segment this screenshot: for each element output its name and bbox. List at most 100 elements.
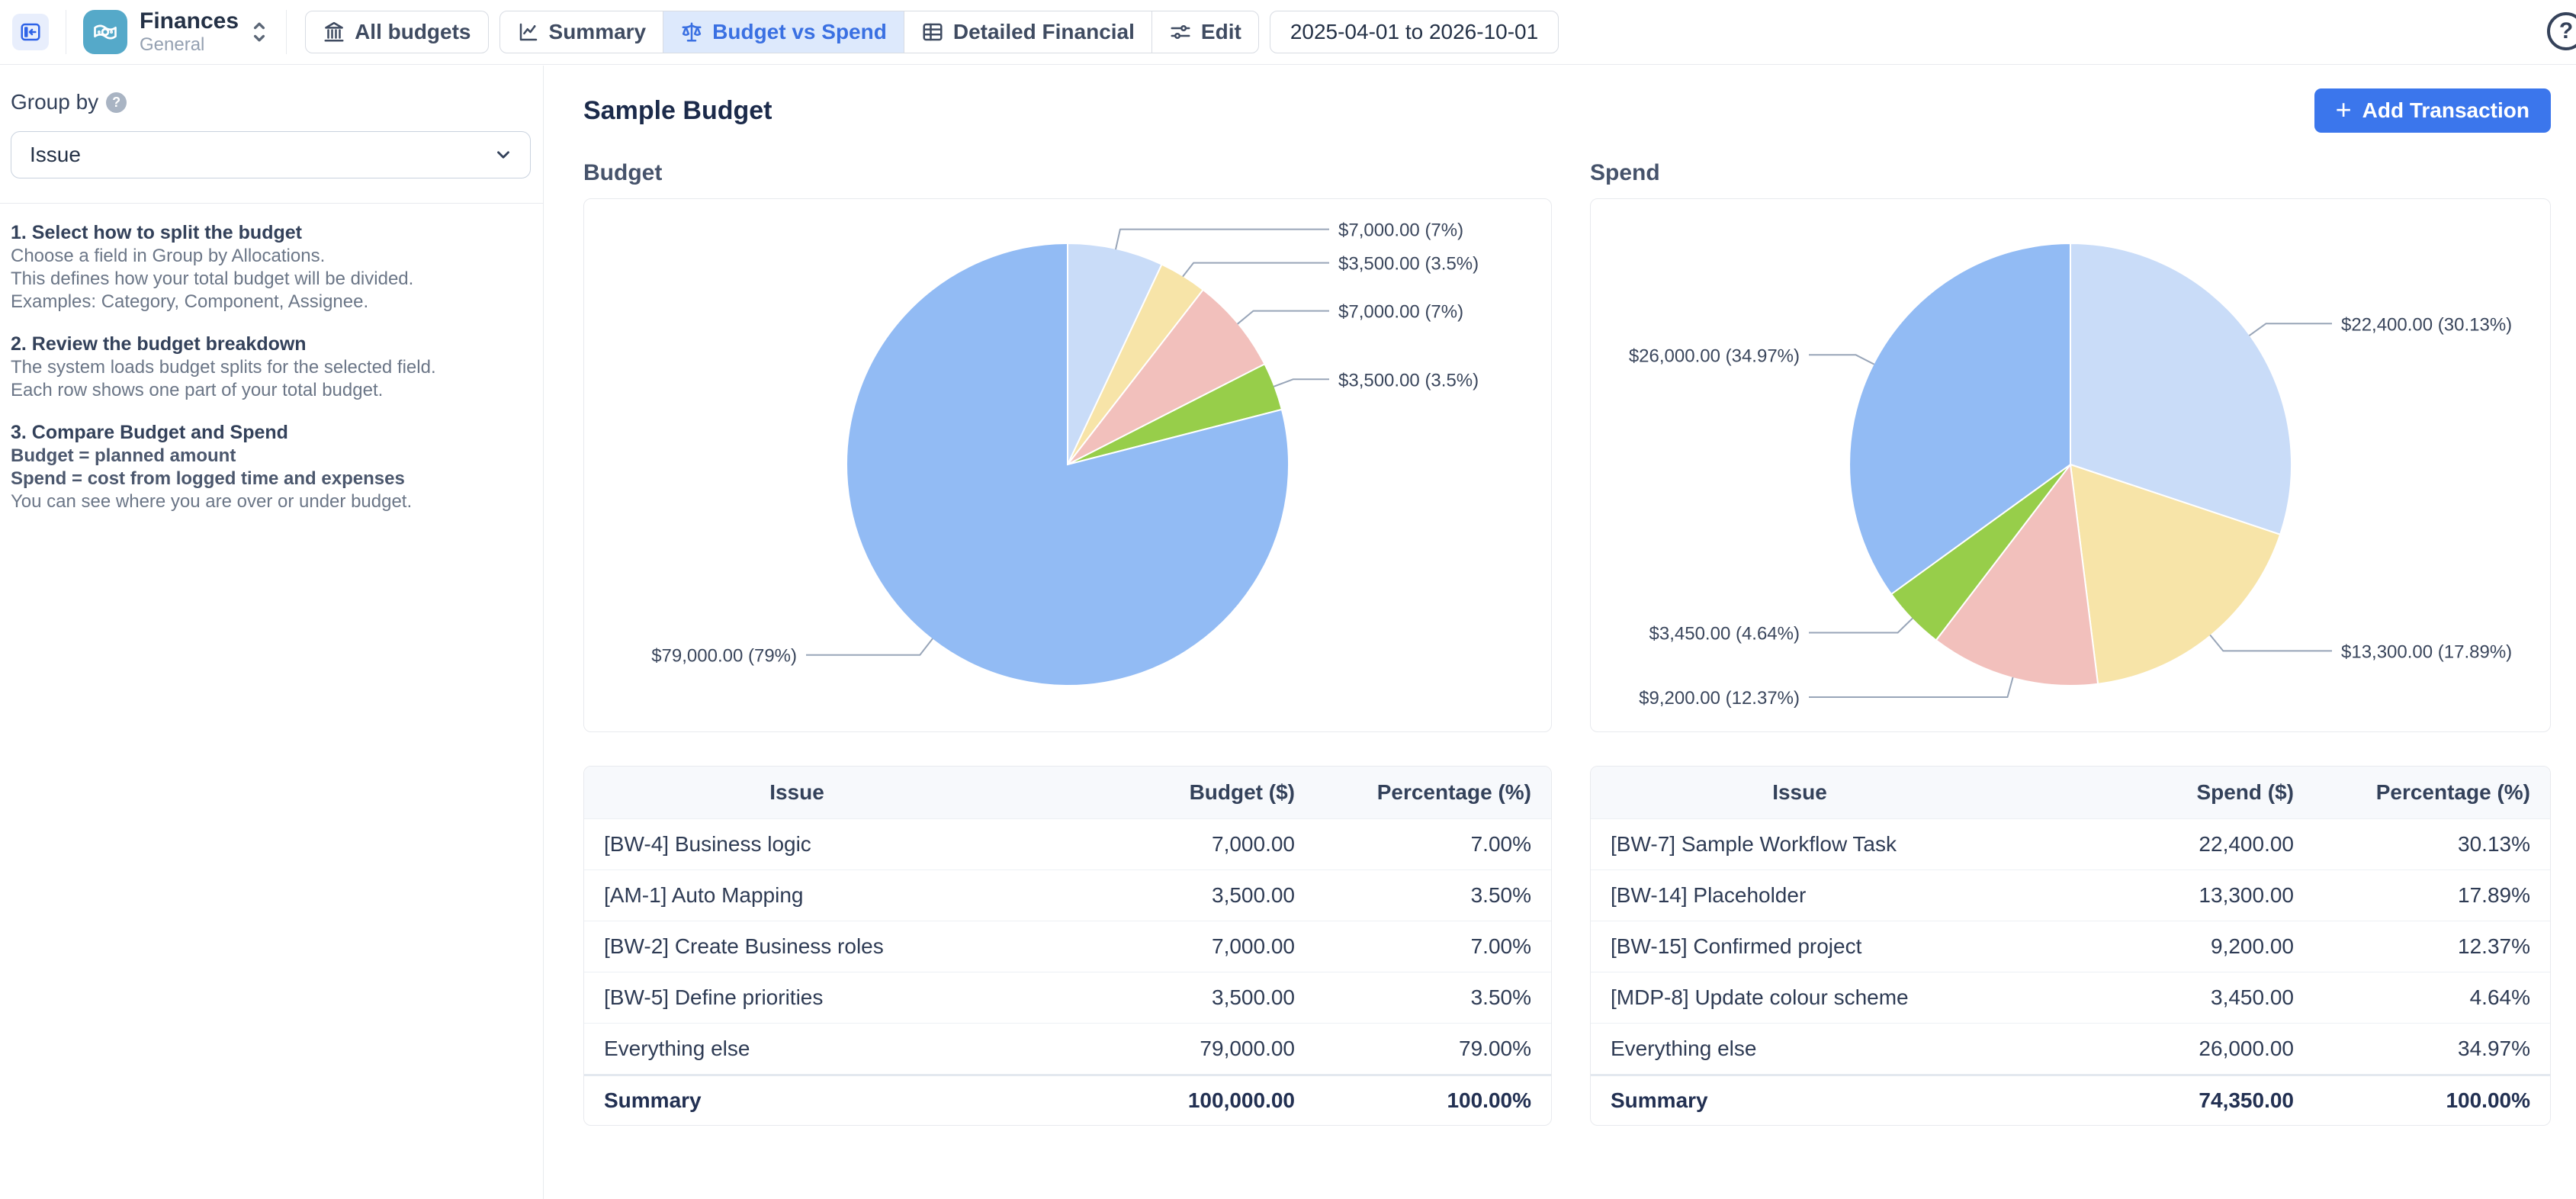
cell-issue: [BW-15] Confirmed project: [1611, 934, 1862, 958]
cell-issue: Issue: [1772, 780, 1827, 804]
instruction-heading: 2. Review the budget breakdown: [11, 333, 307, 355]
spend-section-title: Spend: [1590, 160, 1660, 185]
spend-pie-card: $26,000.00 (34.97%) $3,450.00 (4.64%) $9,2…: [1590, 198, 2551, 732]
cell-issue: [BW-4] Business logic: [604, 832, 811, 856]
cell-percentage: 12.37%: [2458, 934, 2530, 958]
sidebar-instructions: 1. Select how to split the budget Choose …: [11, 220, 531, 513]
cell-percentage: 34.97%: [2458, 1037, 2530, 1060]
table-row: [BW-2] Create Business roles 7,000.00 7.00…: [584, 921, 1551, 972]
tab-label: Budget vs Spend: [712, 20, 887, 43]
tab-summary[interactable]: Summary: [500, 11, 663, 53]
pie-label: $13,300.00 (17.89%): [2341, 641, 2512, 662]
table-icon: [923, 23, 943, 41]
pie-label: $7,000.00 (7%): [1338, 220, 1463, 241]
pie-label-leader-line: [1182, 262, 1329, 278]
pie-label: $3,500.00 (3.5%): [1338, 370, 1479, 391]
budget-switcher[interactable]: [249, 19, 269, 45]
cell-issue: [BW-5] Define priorities: [604, 985, 824, 1009]
view-tabs: All budgets Summary Budget vs Spend: [305, 11, 1559, 53]
cell-percentage: 7.00%: [1470, 832, 1531, 856]
chart-icon: [519, 23, 537, 41]
chevron-down-icon: [497, 151, 509, 159]
instruction-heading: 3. Compare Budget and Spend: [11, 422, 288, 443]
topbar-divider-2: [286, 10, 287, 54]
tab-all-budgets[interactable]: All budgets: [305, 11, 489, 53]
sidebar-divider: [0, 203, 543, 204]
group-by-select[interactable]: Issue: [11, 131, 531, 178]
pie-label-leader-line: [2248, 323, 2332, 336]
table-row: [MDP-8] Update colour scheme 3,450.00 4.64…: [1591, 972, 2550, 1023]
pie-label: $9,200.00 (12.37%): [1639, 688, 1800, 709]
main-content: Sample Budget + Add Transaction Budget $…: [544, 66, 2576, 1199]
instruction-heading: 1. Select how to split the budget: [11, 222, 302, 243]
table-row: Everything else 26,000.00 34.97%: [1591, 1023, 2550, 1074]
pie-label: $79,000.00 (79%): [651, 646, 797, 667]
date-range-picker[interactable]: 2025-04-01 to 2026-10-01: [1269, 11, 1559, 53]
table-row: [AM-1] Auto Mapping 3,500.00 3.50%: [584, 870, 1551, 921]
cell-issue: Everything else: [604, 1037, 750, 1060]
table-row: Everything else 79,000.00 79.00%: [584, 1023, 1551, 1074]
pie-label: $3,500.00 (3.5%): [1338, 254, 1479, 275]
tab-label: Detailed Financial: [952, 20, 1135, 43]
app-title: Finances: [140, 8, 239, 34]
add-transaction-label: Add Transaction: [2362, 98, 2529, 122]
table-row: [BW-5] Define priorities 3,500.00 3.50%: [584, 972, 1551, 1023]
collapse-sidebar-button[interactable]: [12, 14, 49, 50]
cell-percentage: 100.00%: [2446, 1088, 2530, 1112]
cell-issue: [BW-7] Sample Workflow Task: [1611, 832, 1897, 856]
pie-label-leader-line: [1809, 354, 1875, 365]
table-row: [BW-15] Confirmed project 9,200.00 12.37%: [1591, 921, 2550, 972]
cell-issue: Summary: [1611, 1088, 1708, 1112]
help-glyph: ?: [2558, 18, 2574, 43]
chevrons-up-down-icon: [254, 22, 265, 42]
add-transaction-button[interactable]: + Add Transaction: [2314, 88, 2551, 133]
pie-label-leader-line: [1115, 228, 1329, 250]
cell-issue: [BW-2] Create Business roles: [604, 934, 884, 958]
pie-label-leader-line: [1273, 378, 1329, 387]
tab-label: Summary: [548, 20, 647, 43]
group-by-help-icon[interactable]: ?: [106, 92, 127, 113]
cell-issue: Issue: [769, 780, 824, 804]
group-by-label: Group by: [11, 90, 99, 114]
table-row: [BW-4] Business logic 7,000.00 7.00%: [584, 818, 1551, 870]
pie-label: $26,000.00 (34.97%): [1629, 346, 1800, 366]
tab-edit[interactable]: Edit: [1151, 11, 1258, 53]
table-header-row: Issue Spend ($) Percentage (%): [1591, 767, 2550, 818]
help-icon[interactable]: ?: [2547, 12, 2576, 50]
app-subtitle: General: [140, 34, 205, 56]
table-row: [BW-7] Sample Workflow Task 22,400.00 30.1…: [1591, 818, 2550, 870]
budget-section-title: Budget: [583, 160, 663, 185]
sidebar: Group by ? Issue 1. Select how to split …: [0, 66, 544, 1199]
tab-detailed-financial[interactable]: Detailed Financial: [903, 11, 1151, 53]
cell-amount: 3,500.00: [1212, 985, 1295, 1009]
instruction-line: Spend = cost from logged time and expens…: [11, 468, 405, 489]
budget-table: Issue Budget ($) Percentage (%) [BW-4] Busi…: [583, 766, 1552, 1126]
app-title-block: Finances General: [140, 8, 239, 55]
cell-percentage: 30.13%: [2458, 832, 2530, 856]
tab-budget-vs-spend[interactable]: Budget vs Spend: [663, 11, 904, 53]
budget-column: Budget $79,000.00 (79%) $7,000.00 (7%) $3,…: [583, 160, 1552, 732]
cell-amount: 3,450.00: [2211, 985, 2294, 1009]
cell-issue: [MDP-8] Update colour scheme: [1611, 985, 1909, 1009]
finances-app-icon[interactable]: [83, 10, 127, 54]
cell-amount: 7,000.00: [1212, 934, 1295, 958]
table-row: [BW-14] Placeholder 13,300.00 17.89%: [1591, 870, 2550, 921]
group-by-selected-value: Issue: [30, 143, 81, 166]
pie-label-leader-line: [1809, 677, 2014, 698]
budget-pie-card: $79,000.00 (79%) $7,000.00 (7%) $3,500.00 …: [583, 198, 1552, 732]
tab-label: All budgets: [355, 20, 471, 43]
bank-icon: [324, 21, 344, 42]
cell-amount: 7,000.00: [1212, 832, 1295, 856]
tab-group: Summary Budget vs Spend Detailed Financi…: [499, 11, 1259, 53]
spend-pie-chart: $26,000.00 (34.97%) $3,450.00 (4.64%) $9,2…: [1629, 242, 2512, 709]
cell-percentage: 7.00%: [1470, 934, 1531, 958]
cell-percentage: 3.50%: [1470, 883, 1531, 907]
cell-amount: 74,350.00: [2199, 1088, 2294, 1112]
cell-amount: 26,000.00: [2199, 1037, 2294, 1060]
top-bar: Finances General All budgets Sum: [0, 0, 2576, 65]
panel-left-collapse-icon: [21, 23, 40, 41]
cell-percentage: 4.64%: [2469, 985, 2530, 1009]
cell-issue: [AM-1] Auto Mapping: [604, 883, 804, 907]
pie-label-leader-line: [1809, 617, 1913, 634]
